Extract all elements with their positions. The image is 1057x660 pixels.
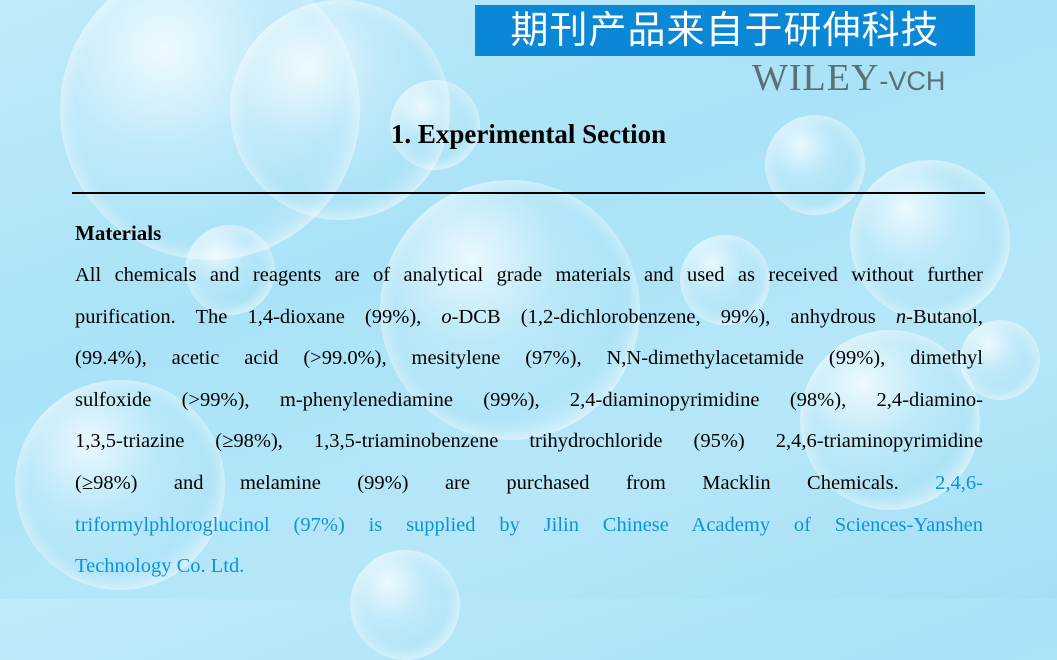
bubble-decoration: [380, 180, 640, 440]
bubble-decoration: [185, 225, 275, 315]
bubble-decoration: [15, 380, 225, 590]
paragraph-line: purification. The 1,4-dioxane (99%), o-D…: [75, 304, 983, 346]
text-run: All chemicals and reagents are of analyt…: [75, 264, 983, 286]
paragraph-line: All chemicals and reagents are of analyt…: [75, 262, 983, 304]
text-run: -DCB (1,2-dichlorobenzene, 99%), anhydro…: [451, 305, 896, 328]
wiley-vch-logo: WILEY-VCH: [752, 58, 974, 101]
section-heading: Materials: [75, 221, 162, 245]
logo-suffix: -VCH: [879, 66, 946, 96]
text-run: triformylphloroglucinol (97%) is supplie…: [75, 513, 983, 536]
paragraph-line: sulfoxide (>99%), m-phenylenediamine (99…: [75, 387, 983, 429]
text-run: (99.4%), acetic acid (>99.0%), mesitylen…: [75, 347, 983, 370]
text-run: sulfoxide (>99%), m-phenylenediamine (99…: [75, 388, 983, 411]
paragraph-line: (99.4%), acetic acid (>99.0%), mesitylen…: [75, 345, 983, 387]
bubble-decoration: [680, 235, 770, 325]
paragraph-line: triformylphloroglucinol (97%) is supplie…: [75, 512, 983, 554]
paragraph-line: Technology Co. Ltd.: [75, 553, 983, 595]
text-run: o: [441, 305, 452, 328]
text-run: (≥98%) and melamine (99%) are purchased …: [75, 471, 936, 494]
text-run: purification. The 1,4-dioxane (99%),: [75, 305, 442, 328]
text-run: Technology Co. Ltd.: [75, 555, 245, 578]
bubble-decoration: [800, 330, 980, 510]
logo-main: WILEY: [752, 57, 880, 99]
slide-title: 1. Experimental Section: [390, 119, 667, 149]
paragraph-line: 1,3,5-triazine (≥98%), 1,3,5-triaminoben…: [75, 428, 983, 470]
bubble-decoration: [390, 80, 480, 170]
materials-paragraph: All chemicals and reagents are of analyt…: [75, 262, 983, 595]
text-run: 2,4,6-: [935, 471, 983, 494]
publisher-banner: 期刊产品来自于研伸科技: [475, 5, 975, 56]
divider: [72, 192, 985, 194]
text-run: n: [895, 305, 907, 328]
text-run: -Butanol,: [906, 305, 983, 328]
bubble-decoration: [960, 320, 1040, 400]
bubble-decoration: [850, 160, 1010, 320]
paragraph-line: (≥98%) and melamine (99%) are purchased …: [75, 470, 983, 512]
bubble-decoration: [765, 115, 865, 215]
text-run: 1,3,5-triazine (≥98%), 1,3,5-triaminoben…: [75, 430, 983, 453]
